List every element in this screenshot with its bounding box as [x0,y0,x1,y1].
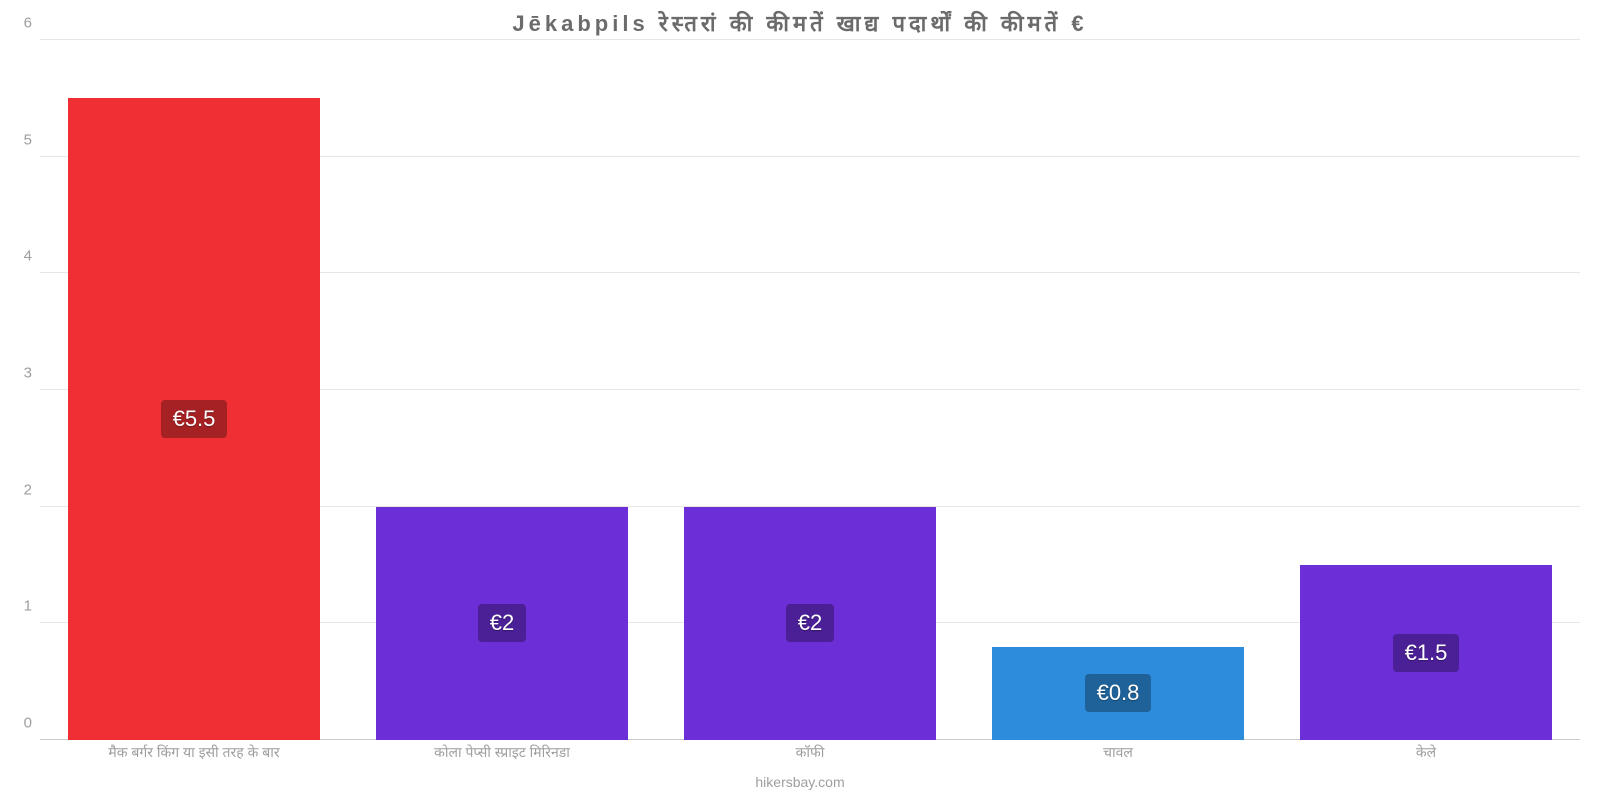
bar: €2 [376,507,629,740]
bar-value-label: €2 [786,604,834,642]
plot-area: 0123456 €5.5€2€2€0.8€1.5 [40,40,1580,740]
chart-title: Jēkabpils रेस्तरां की कीमतें खाद्य पदार्… [0,8,1600,38]
bar-value-label: €5.5 [161,400,228,438]
bar-slot: €0.8 [964,40,1272,740]
x-tick-label: मैक बर्गर किंग या इसी तरह के बार [40,743,348,762]
bar: €2 [684,507,937,740]
bar-value-label: €1.5 [1393,634,1460,672]
bar-slot: €1.5 [1272,40,1580,740]
y-tick-label: 5 [24,131,40,148]
bar: €1.5 [1300,565,1553,740]
x-tick-label: चावल [964,743,1272,762]
x-tick-label: केले [1272,743,1580,762]
credit-text: hikersbay.com [0,774,1600,790]
y-tick-label: 0 [24,715,40,732]
bars-row: €5.5 €2 €2 €0.8 €1.5 [40,40,1580,740]
bar: €0.8 [992,647,1245,740]
bar-value-label: €2 [478,604,526,642]
bar-value-label: €0.8 [1085,674,1152,712]
x-tick-label: कोला पेप्सी स्प्राइट मिरिनडा [348,743,656,762]
x-tick-label: कॉफी [656,743,964,762]
y-tick-label: 4 [24,248,40,265]
y-tick-label: 2 [24,481,40,498]
x-axis-labels: मैक बर्गर किंग या इसी तरह के बारकोला पेप… [40,743,1580,762]
bar-slot: €5.5 [40,40,348,740]
price-chart: Jēkabpils रेस्तरां की कीमतें खाद्य पदार्… [0,0,1600,800]
bar: €5.5 [68,98,321,740]
y-tick-label: 3 [24,365,40,382]
y-tick-label: 1 [24,598,40,615]
bar-slot: €2 [348,40,656,740]
y-tick-label: 6 [24,15,40,32]
bar-slot: €2 [656,40,964,740]
